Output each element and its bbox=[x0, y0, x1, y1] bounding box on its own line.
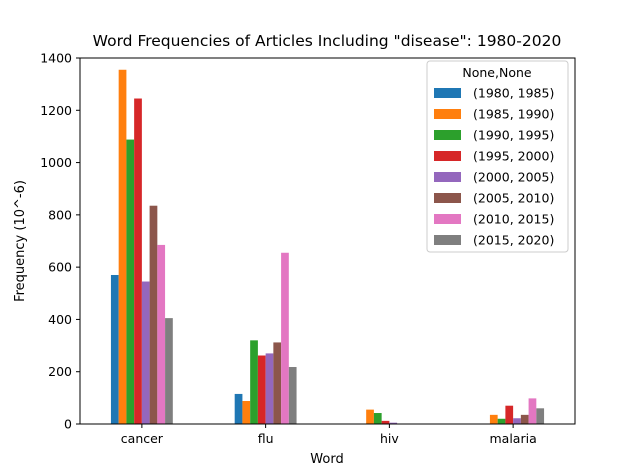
bar-cancer-series-5 bbox=[141, 281, 150, 424]
bar-flu-series-2 bbox=[242, 400, 251, 424]
bar-malaria-series-2 bbox=[489, 414, 498, 424]
legend-label: (2000, 2005) bbox=[473, 170, 554, 185]
legend-swatch bbox=[434, 193, 461, 203]
bar-cancer-series-8 bbox=[165, 318, 173, 424]
bar-malaria-series-5 bbox=[513, 418, 521, 424]
y-tick-label: 600 bbox=[48, 260, 72, 275]
legend-swatch bbox=[434, 151, 461, 161]
legend-label: (1985, 1990) bbox=[473, 107, 554, 122]
plot-frame bbox=[79, 57, 576, 425]
bars-layer bbox=[110, 69, 545, 425]
bar-cancer-series-3 bbox=[126, 139, 135, 424]
bar-hiv-series-2 bbox=[366, 409, 374, 424]
chart-title: Word Frequencies of Articles Including "… bbox=[93, 32, 562, 50]
bar-flu-series-8 bbox=[288, 367, 297, 424]
legend-label: (1995, 2000) bbox=[473, 149, 554, 164]
y-tick-label: 200 bbox=[48, 364, 72, 379]
y-tick-label: 400 bbox=[48, 312, 72, 327]
legend-swatch bbox=[434, 214, 461, 224]
legend-label: (2010, 2015) bbox=[473, 212, 554, 227]
bar-malaria-series-3 bbox=[497, 418, 506, 424]
legend-entries: (1980, 1985) (1985, 1990) (1990, 1995) (199… bbox=[434, 86, 554, 248]
bar-flu-series-1 bbox=[234, 393, 243, 424]
legend-swatch bbox=[434, 109, 461, 119]
bar-malaria-series-8 bbox=[536, 408, 545, 424]
x-tick-label: cancer bbox=[121, 431, 164, 446]
bar-cancer-series-1 bbox=[110, 274, 119, 424]
bar-hiv-series-4 bbox=[381, 420, 390, 424]
legend-label: (1980, 1985) bbox=[473, 86, 554, 101]
bar-flu-series-5 bbox=[265, 353, 274, 424]
legend-swatch bbox=[434, 172, 461, 182]
legend-label: (2015, 2020) bbox=[473, 233, 554, 248]
legend-box bbox=[426, 60, 569, 253]
y-tick-label: 1200 bbox=[40, 103, 72, 118]
bar-malaria-series-4 bbox=[505, 405, 514, 424]
bar-cancer-series-7 bbox=[157, 244, 166, 424]
bar-flu-series-6 bbox=[273, 342, 282, 424]
bar-flu-series-4 bbox=[257, 355, 266, 424]
x-axis-label: Word bbox=[310, 452, 343, 467]
legend-swatch bbox=[434, 130, 461, 140]
y-tick-label: 800 bbox=[48, 207, 72, 222]
y-tick-label: 0 bbox=[64, 417, 72, 432]
bar-cancer-series-6 bbox=[149, 205, 158, 424]
y-axis-label: Frequency (10^-6) bbox=[13, 180, 28, 302]
legend: None,None (1980, 1985) (1985, 1990) (1990,… bbox=[426, 60, 569, 253]
bar-flu-series-3 bbox=[250, 340, 258, 424]
x-tick-label: hiv bbox=[380, 431, 399, 446]
bar-malaria-series-7 bbox=[528, 398, 537, 424]
legend-swatch bbox=[434, 88, 461, 98]
legend-label: (1990, 1995) bbox=[473, 128, 554, 143]
bar-hiv-series-3 bbox=[373, 413, 382, 424]
legend-label: (2005, 2010) bbox=[473, 191, 554, 206]
legend-swatch bbox=[434, 235, 461, 245]
legend-title: None,None bbox=[462, 65, 532, 80]
x-tick-label: malaria bbox=[490, 431, 537, 446]
x-tick-label: flu bbox=[258, 431, 274, 446]
bar-cancer-series-4 bbox=[134, 98, 142, 425]
y-tick-label: 1400 bbox=[40, 51, 72, 66]
bar-hiv-series-5 bbox=[389, 422, 398, 424]
bar-cancer-series-2 bbox=[118, 69, 127, 424]
y-tick-label: 1000 bbox=[40, 155, 72, 170]
y-axis: 0 200 400 600 800 1000 1200 1400 bbox=[40, 51, 80, 432]
bar-flu-series-7 bbox=[281, 252, 289, 424]
bar-malaria-series-6 bbox=[520, 414, 529, 424]
x-axis: cancer flu hiv malaria bbox=[121, 424, 537, 446]
